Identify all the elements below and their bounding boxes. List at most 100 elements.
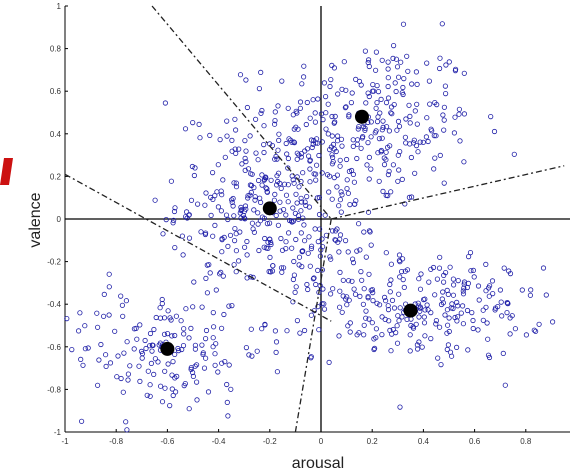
data-point (307, 157, 313, 163)
data-point (388, 110, 394, 116)
centroid-point (403, 303, 418, 318)
data-point (488, 114, 494, 120)
y-axis-label: valence (27, 192, 44, 247)
data-point (364, 162, 370, 168)
data-point (300, 170, 306, 176)
data-point (422, 333, 428, 339)
data-point (212, 193, 218, 199)
data-point (468, 268, 474, 274)
data-point (98, 341, 104, 348)
data-point (306, 234, 312, 240)
data-point (412, 170, 418, 176)
data-point (357, 247, 363, 253)
data-point (248, 171, 254, 177)
data-point (347, 329, 353, 335)
data-point (161, 315, 168, 321)
data-point (294, 200, 300, 206)
data-point (394, 340, 401, 346)
data-point (363, 308, 369, 314)
data-point (413, 69, 419, 75)
data-point (396, 123, 403, 129)
data-point (257, 218, 263, 224)
data-point (336, 333, 342, 339)
data-point (121, 350, 127, 356)
data-point (159, 399, 166, 405)
data-point (275, 170, 282, 176)
data-point (373, 49, 379, 55)
data-point (192, 346, 198, 352)
data-point (231, 180, 237, 186)
data-point (344, 177, 350, 183)
data-point (424, 115, 430, 121)
data-point (452, 114, 458, 120)
data-point (437, 254, 443, 260)
axes (64, 5, 570, 433)
data-point (328, 77, 334, 83)
data-point (442, 91, 449, 97)
data-point (259, 107, 265, 114)
data-point (259, 172, 265, 178)
data-point (329, 62, 335, 69)
data-point (80, 362, 86, 368)
data-point (397, 274, 403, 280)
data-point (461, 279, 468, 285)
boundary-lines (64, 5, 565, 433)
data-point (299, 263, 305, 270)
data-point (94, 310, 100, 316)
data-point (349, 90, 355, 96)
data-point (186, 406, 192, 412)
data-point (157, 305, 163, 311)
data-point (385, 66, 391, 72)
y-tick-label: -0.4 (47, 300, 61, 309)
data-point (357, 293, 363, 299)
data-point (267, 254, 273, 260)
data-point (172, 332, 178, 339)
data-point (171, 208, 178, 215)
data-point (296, 254, 303, 260)
data-point (103, 363, 109, 369)
data-point (448, 305, 454, 311)
data-point (398, 268, 405, 275)
data-point (118, 375, 124, 382)
data-point (438, 361, 444, 368)
data-point (142, 337, 148, 344)
data-point (304, 146, 311, 152)
data-point (76, 328, 82, 334)
data-point (224, 381, 230, 388)
data-point (446, 59, 452, 65)
data-point (262, 174, 269, 180)
data-point (422, 307, 428, 313)
data-point (483, 261, 489, 267)
data-point (188, 325, 194, 331)
data-point (360, 301, 366, 307)
data-point (411, 137, 417, 143)
data-point (106, 312, 112, 318)
data-point (456, 106, 462, 112)
data-point (222, 358, 228, 365)
data-point (379, 314, 385, 320)
data-point (348, 100, 354, 106)
data-point (347, 202, 353, 208)
data-point (485, 352, 492, 358)
data-point (365, 90, 371, 96)
centroid-point (262, 201, 277, 216)
data-point (287, 137, 294, 143)
data-point (120, 313, 126, 319)
data-point (523, 332, 530, 338)
data-point (294, 110, 300, 116)
data-point (360, 134, 366, 140)
data-point (307, 263, 313, 269)
data-point (342, 238, 349, 244)
data-point (339, 143, 345, 149)
data-point (190, 373, 196, 379)
data-point (251, 229, 257, 235)
data-point (334, 226, 340, 232)
data-point (352, 291, 359, 297)
data-point (385, 83, 391, 90)
data-point (275, 222, 281, 228)
data-point (312, 171, 319, 177)
data-point (387, 143, 393, 149)
data-point (275, 103, 281, 109)
data-point (275, 147, 281, 153)
data-point (334, 133, 341, 139)
